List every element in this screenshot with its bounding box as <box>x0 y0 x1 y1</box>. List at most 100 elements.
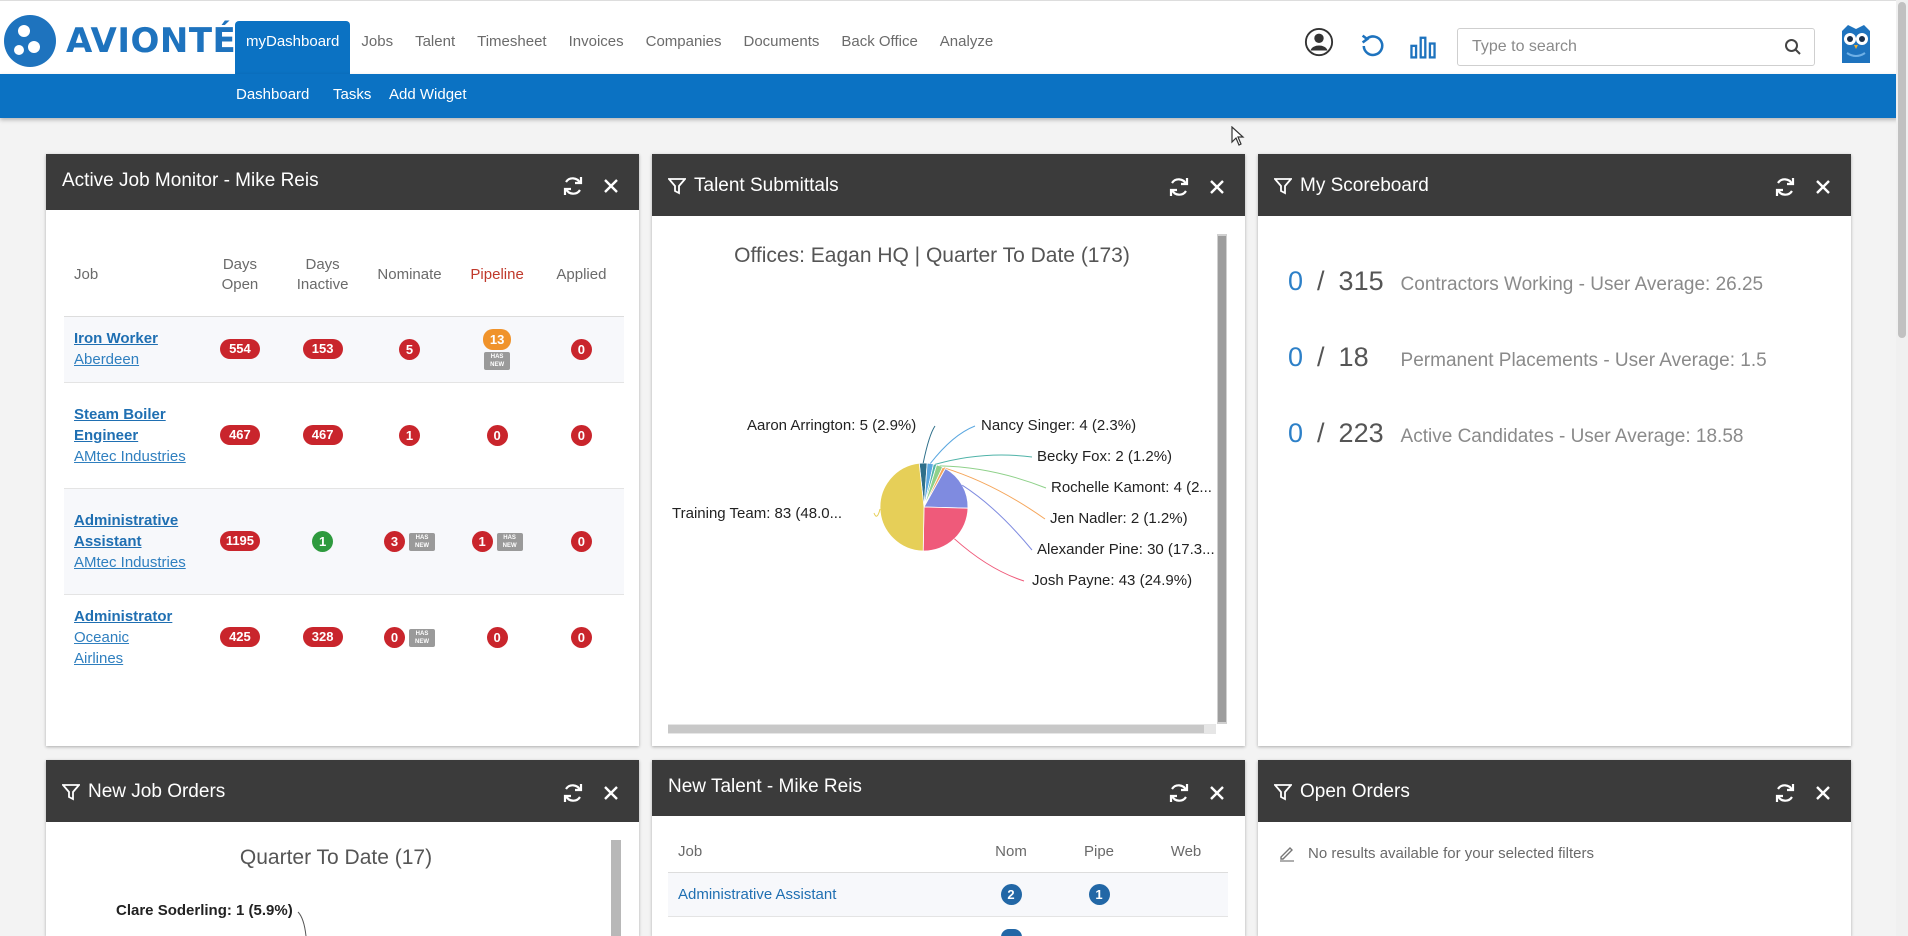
applied-badge[interactable]: 0 <box>570 338 592 360</box>
job-title-link[interactable]: Iron Worker <box>74 330 158 347</box>
user-circle-icon[interactable] <box>1304 27 1334 57</box>
nav-jobs[interactable]: Jobs <box>361 33 394 50</box>
job-title-link[interactable]: Administrative Assistant <box>74 511 179 550</box>
history-icon[interactable] <box>1358 31 1388 61</box>
pipeline-badge[interactable]: 13 <box>483 328 512 350</box>
column-header-applied[interactable]: Applied <box>538 234 624 317</box>
job-company-link[interactable]: AMtec Industries <box>74 447 186 465</box>
page-scrollbar[interactable] <box>1896 0 1908 936</box>
close-icon[interactable] <box>599 174 623 198</box>
page-scrollbar-thumb[interactable] <box>1898 2 1906 338</box>
pipeline-badge[interactable]: 0 <box>486 424 508 446</box>
refresh-icon[interactable] <box>1167 781 1191 805</box>
nav-companies[interactable]: Companies <box>645 33 722 50</box>
nominate-badge[interactable]: 3 <box>384 530 406 552</box>
nominate-badge[interactable]: 0 <box>384 626 406 648</box>
job-company-link[interactable]: Aberdeen <box>74 351 140 368</box>
scoreboard-separator: / <box>1317 342 1325 372</box>
avionte-logo[interactable]: AVIONTÉ <box>4 15 236 67</box>
nav-talent[interactable]: Talent <box>415 33 456 50</box>
chart-vertical-scrollbar[interactable] <box>1217 234 1227 724</box>
chart-horizontal-scrollbar-thumb[interactable] <box>668 725 1204 733</box>
refresh-icon[interactable] <box>561 174 585 198</box>
nav-timesheet[interactable]: Timesheet <box>477 33 547 50</box>
close-icon[interactable] <box>1205 781 1229 805</box>
pipeline-badge[interactable]: 0 <box>486 626 508 648</box>
table-row: Administrative Assistant AMtec Industrie… <box>64 488 624 595</box>
job-company-link[interactable]: Oceanic Airlines <box>74 628 130 667</box>
pie-leader-line <box>939 465 1047 489</box>
job-link[interactable]: Administrative Assistant <box>668 872 968 917</box>
nav-analyze[interactable]: Analyze <box>939 33 994 50</box>
nav-mydashboard[interactable]: myDashboard <box>235 21 351 75</box>
table-header-row: Job Days Open Days Inactive Nominate Pip… <box>64 234 624 317</box>
column-header-days-open[interactable]: Days Open <box>198 234 282 317</box>
close-icon[interactable] <box>1811 175 1835 199</box>
nominate-badge[interactable]: 1 <box>399 424 421 446</box>
job-title-link[interactable]: Steam Boiler Engineer <box>74 405 166 444</box>
has-new-badge: HAS NEW <box>484 351 511 370</box>
days-inactive-badge[interactable]: 467 <box>302 425 343 445</box>
scoreboard-goal: 18 <box>1338 342 1369 372</box>
column-header-job[interactable]: Job <box>668 832 968 873</box>
applied-badge[interactable]: 0 <box>570 626 592 648</box>
subnav-add-widget[interactable]: Add Widget <box>389 86 467 103</box>
refresh-icon[interactable] <box>1773 781 1797 805</box>
chart-vertical-scrollbar-thumb[interactable] <box>1218 236 1226 722</box>
column-header-nominate[interactable]: Nominate <box>363 234 456 317</box>
owl-icon[interactable] <box>1840 23 1872 67</box>
filter-icon[interactable] <box>668 177 686 195</box>
days-open-badge[interactable]: 1195 <box>219 531 261 551</box>
close-icon[interactable] <box>1811 781 1835 805</box>
days-open-badge[interactable]: 425 <box>219 627 260 648</box>
pie-slice[interactable] <box>879 462 925 552</box>
days-open-badge[interactable]: 467 <box>219 425 260 445</box>
applied-badge[interactable]: 0 <box>570 530 592 552</box>
job-title-link[interactable]: Administrator <box>74 607 173 625</box>
pie-slice[interactable] <box>922 506 969 552</box>
close-icon[interactable] <box>1205 175 1229 199</box>
close-icon[interactable] <box>599 781 623 805</box>
days-open-badge[interactable]: 554 <box>219 339 260 359</box>
scoreboard-value[interactable]: 0 <box>1288 418 1304 448</box>
sub-nav: Dashboard Tasks Add Widget <box>0 74 1898 118</box>
bar-chart-icon[interactable] <box>1408 32 1438 62</box>
pie-slice[interactable] <box>923 468 969 509</box>
column-header-nom[interactable]: Nom <box>968 832 1054 873</box>
days-inactive-badge[interactable]: 153 <box>302 339 343 359</box>
days-inactive-badge[interactable]: 328 <box>302 627 343 648</box>
scoreboard-value[interactable]: 0 <box>1288 342 1304 372</box>
nav-invoices[interactable]: Invoices <box>568 33 624 50</box>
days-inactive-badge[interactable]: 1 <box>312 530 334 552</box>
scoreboard-value[interactable]: 0 <box>1288 266 1304 296</box>
filter-icon[interactable] <box>62 783 80 801</box>
filter-icon[interactable] <box>1274 783 1292 801</box>
job-company-link[interactable]: AMtec Industries <box>74 553 186 571</box>
job-monitor-table: Job Days Open Days Inactive Nominate Pip… <box>64 234 624 680</box>
column-header-job[interactable]: Job <box>64 234 199 317</box>
column-header-days-inactive[interactable]: Days Inactive <box>281 234 364 317</box>
column-header-pipeline[interactable]: Pipeline <box>455 234 539 317</box>
chart-horizontal-scrollbar[interactable] <box>668 724 1216 734</box>
nom-badge[interactable] <box>1000 929 1022 936</box>
refresh-icon[interactable] <box>1167 175 1191 199</box>
search-icon[interactable] <box>1784 38 1802 56</box>
chart-vertical-scrollbar[interactable] <box>611 840 621 936</box>
column-header-web[interactable]: Web <box>1144 832 1228 873</box>
nav-documents[interactable]: Documents <box>743 33 820 50</box>
nav-back-office[interactable]: Back Office <box>841 33 918 50</box>
applied-badge[interactable]: 0 <box>570 424 592 446</box>
nom-badge[interactable]: 2 <box>1000 883 1022 905</box>
open-orders-title: Open Orders <box>1300 781 1410 802</box>
refresh-icon[interactable] <box>561 781 585 805</box>
search-input[interactable] <box>1458 29 1758 65</box>
subnav-dashboard[interactable]: Dashboard <box>236 86 310 103</box>
subnav-tasks[interactable]: Tasks <box>333 86 372 103</box>
nominate-badge[interactable]: 5 <box>399 338 421 360</box>
pipe-badge[interactable]: 1 <box>1088 883 1110 905</box>
talent-submittals-title: Talent Submittals <box>694 175 839 196</box>
column-header-pipe[interactable]: Pipe <box>1054 832 1144 873</box>
pipeline-badge[interactable]: 1 <box>471 530 493 552</box>
filter-icon[interactable] <box>1274 177 1292 195</box>
refresh-icon[interactable] <box>1773 175 1797 199</box>
